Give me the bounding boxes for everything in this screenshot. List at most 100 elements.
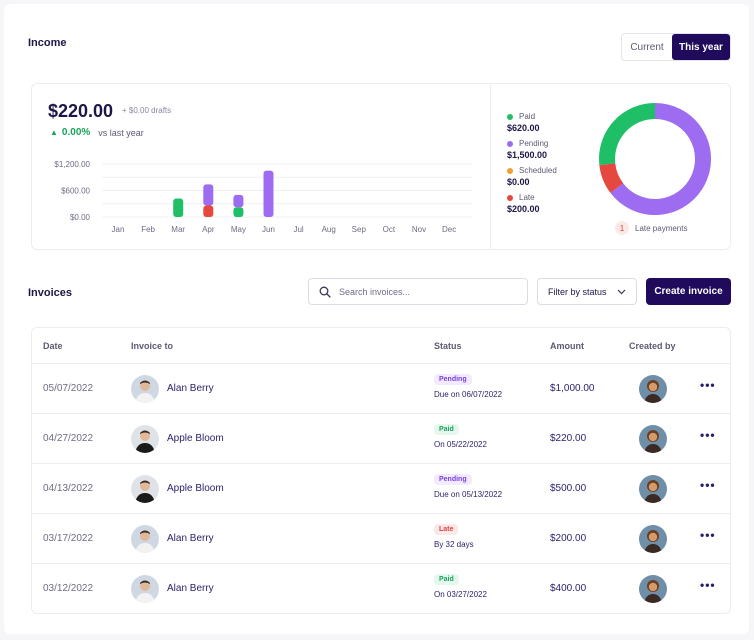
client-name[interactable]: Alan Berry [167,383,214,394]
status-badge: Pending [434,474,472,485]
col-invoice-to[interactable]: Invoice to [131,341,174,351]
bar-pending-apr [203,184,214,206]
legend-item-pending: Pending $1,500.00 [507,139,557,160]
creator-avatar [639,375,667,403]
invoice-amount: $200.00 [550,533,587,544]
status-badge: Paid [434,574,459,585]
x-tick-label: Sep [352,225,367,234]
creator-avatar [639,425,667,453]
y-tick-label: $0.00 [70,213,91,222]
toggle-current-button[interactable]: Current [622,34,672,60]
x-tick-label: May [231,225,246,234]
more-actions-icon[interactable]: ••• [700,378,716,392]
page: Income Current This year $220.00 + $0.00… [4,4,749,634]
x-tick-label: Mar [171,225,185,234]
invoice-amount: $500.00 [550,483,587,494]
avatar [131,425,159,453]
table-row[interactable]: 05/07/2022 Alan Berry Pending Due on 06/07/… [32,364,730,414]
status-detail: On 05/22/2022 [434,440,487,449]
invoice-date: 04/13/2022 [43,483,94,494]
x-tick-label: Apr [202,225,215,234]
search-input[interactable] [339,286,509,297]
status-cell: Pending Due on 06/07/2022 [434,373,502,399]
table-row[interactable]: 04/13/2022 Apple Bloom Pending Due on 05/13… [32,464,730,514]
avatar [131,525,159,553]
table-row[interactable]: 03/12/2022 Alan Berry Paid On 03/27/2022 $40… [32,564,730,613]
legend-item-paid: Paid $620.00 [507,112,557,133]
bar-late-apr [203,205,214,217]
legend-value: $620.00 [507,123,540,133]
invoice-amount: $220.00 [550,433,587,444]
status-detail: Due on 06/07/2022 [434,390,503,399]
x-tick-label: Jul [293,225,303,234]
status-cell: Pending Due on 05/13/2022 [434,473,502,499]
avatar [131,475,159,503]
late-payments-label: Late payments [635,223,688,233]
status-detail: By 32 days [434,540,474,549]
chevron-down-icon [617,289,626,294]
invoices-table: Date Invoice to Status Amount Created by… [31,327,731,614]
invoice-date: 04/27/2022 [43,433,94,444]
legend-dot [507,140,513,147]
invoice-amount: $1,000.00 [550,383,595,394]
more-actions-icon[interactable]: ••• [700,478,716,492]
status-cell: Paid On 03/27/2022 [434,573,487,599]
arrow-up-icon: ▲ [50,128,58,137]
col-created-by[interactable]: Created by [629,341,676,351]
avatar [131,375,159,403]
col-date[interactable]: Date [43,341,63,351]
x-tick-label: Aug [322,225,336,234]
legend-label: Scheduled [519,166,557,175]
table-header: Date Invoice to Status Amount Created by [32,328,730,364]
x-tick-label: Jun [262,225,275,234]
client-name[interactable]: Apple Bloom [167,433,224,444]
client-name[interactable]: Apple Bloom [167,483,224,494]
creator-avatar [639,475,667,503]
legend-dot [507,113,513,120]
col-amount[interactable]: Amount [550,341,584,351]
invoice-date: 05/07/2022 [43,383,94,394]
more-actions-icon[interactable]: ••• [700,428,716,442]
invoices-title: Invoices [28,287,73,299]
legend-value: $200.00 [507,204,540,214]
more-actions-icon[interactable]: ••• [700,578,716,592]
donut-slice-pending [610,103,711,215]
table-row[interactable]: 03/17/2022 Alan Berry Late By 32 days $200.0… [32,514,730,564]
client-name[interactable]: Alan Berry [167,583,214,594]
status-filter-select[interactable]: Filter by status [537,278,637,305]
income-amount: $220.00 [48,101,114,121]
filter-label: Filter by status [548,286,607,297]
bar-paid-mar [173,198,184,217]
income-change: ▲ 0.00% vs last year [50,127,144,138]
creator-avatar [639,575,667,603]
change-percent: 0.00% [61,127,91,138]
more-actions-icon[interactable]: ••• [700,528,716,542]
late-payments: 1 Late payments [615,221,687,235]
legend-value: $0.00 [507,177,530,187]
table-row[interactable]: 04/27/2022 Apple Bloom Paid On 05/22/2022 $2… [32,414,730,464]
status-badge: Paid [434,424,459,435]
status-cell: Paid On 05/22/2022 [434,423,487,449]
donut-slice-late [599,162,624,193]
bar-paid-may [233,207,244,217]
search-box [308,278,528,305]
col-status[interactable]: Status [434,341,462,351]
status-detail: Due on 05/13/2022 [434,490,503,499]
income-card: $220.00 + $0.00 drafts ▲ 0.00% vs last y… [31,83,731,250]
status-cell: Late By 32 days [434,523,474,549]
y-tick-label: $600.00 [61,187,90,196]
income-donut-chart [599,103,711,215]
period-toggle: Current This year [621,33,731,61]
client-name[interactable]: Alan Berry [167,533,214,544]
invoice-date: 03/17/2022 [43,533,94,544]
late-count-badge: 1 [615,221,629,235]
y-tick-label: $1,200.00 [54,160,90,169]
legend-value: $1,500.00 [507,150,548,160]
creator-avatar [639,525,667,553]
legend-label: Paid [519,112,536,121]
invoice-date: 03/12/2022 [43,583,94,594]
status-detail: On 03/27/2022 [434,590,487,599]
toggle-this-year-button[interactable]: This year [672,34,730,60]
x-tick-label: Jan [112,225,125,234]
create-invoice-button[interactable]: Create invoice [646,278,731,305]
